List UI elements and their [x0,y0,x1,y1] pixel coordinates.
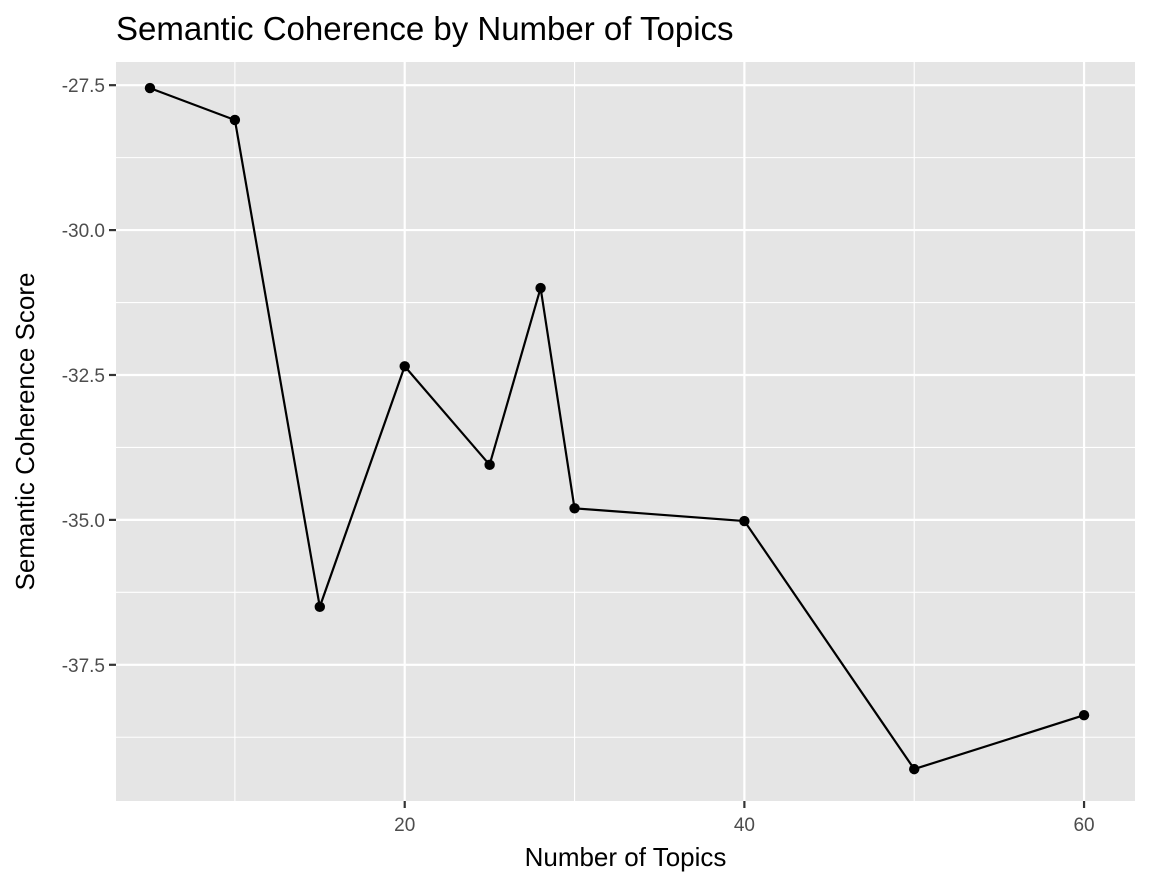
data-point [229,114,241,126]
series-line-group [149,87,1085,771]
y-tick-label: -37.5 [62,656,105,677]
data-point [144,82,156,94]
data-point [399,361,410,372]
series-line [149,87,1085,771]
x-tick-label: 40 [734,815,755,836]
chart-title: Semantic Coherence by Number of Topics [116,10,734,47]
data-points [144,82,1090,775]
x-axis-title: Number of Topics [525,842,727,872]
grid-lines [116,62,1135,801]
x-axis: 20 40 60 [394,801,1095,836]
y-tick-label: -27.5 [62,76,105,97]
data-point [314,601,325,613]
data-point [1078,710,1090,721]
y-axis-title: Semantic Coherence Score [10,273,40,591]
data-point [535,282,546,294]
x-tick-label: 20 [394,815,415,836]
y-tick-label: -32.5 [62,366,105,387]
y-axis: -27.5 -30.0 -32.5 -35.0 -37.5 [62,76,116,677]
data-point [484,459,495,471]
y-tick-label: -30.0 [62,221,105,242]
data-point [909,763,920,775]
data-point [739,515,750,527]
plot-panel [116,62,1135,801]
y-tick-label: -35.0 [62,511,105,532]
x-tick-label: 60 [1073,815,1094,836]
data-point [569,503,580,514]
